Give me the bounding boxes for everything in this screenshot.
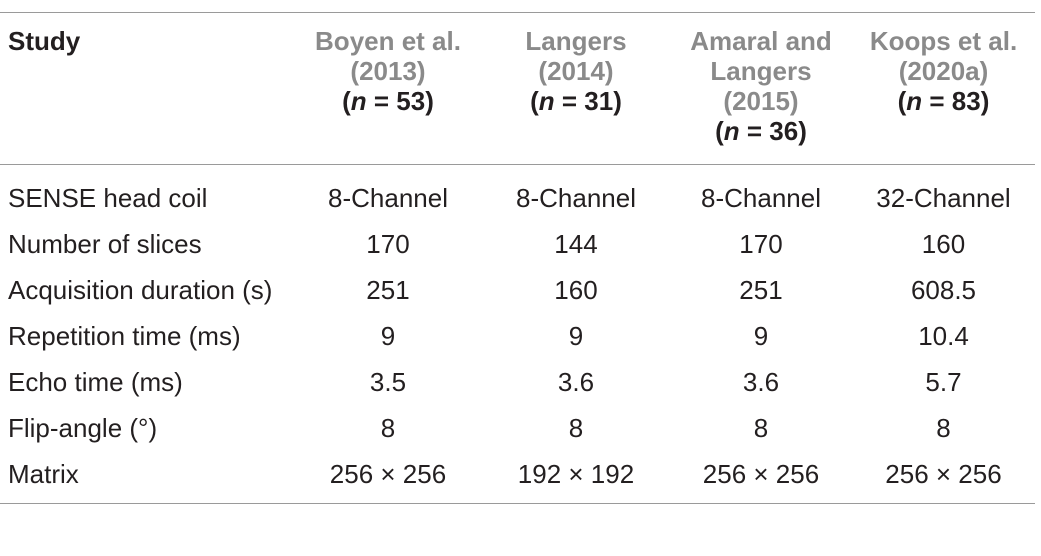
citation-line: Amaral and <box>690 26 832 56</box>
table-cell: 8-Channel <box>516 183 636 213</box>
n-symbol: n <box>723 116 740 146</box>
table-cell: 9 <box>568 321 584 351</box>
citation-line: (2013) <box>350 56 426 86</box>
n-symbol: n <box>906 86 923 116</box>
header-row: Study Boyen et al. (2013) (n = 53) Lange… <box>0 12 1035 165</box>
citation-line: (2014) <box>538 56 614 86</box>
n-value: 36 <box>769 116 799 146</box>
n-equals: = <box>554 86 585 116</box>
citation-line: Boyen et al. <box>315 26 461 56</box>
citation-line: Langers <box>710 56 812 86</box>
table-cell: 170 <box>739 229 783 259</box>
n-symbol: n <box>538 86 555 116</box>
table-row: Echo time (ms) 3.5 3.6 3.6 5.7 <box>0 359 1035 405</box>
table-cell: 192 × 192 <box>517 459 635 489</box>
table-cell: 5.7 <box>925 367 962 397</box>
table-row: Flip-angle (°) 8 8 8 8 <box>0 405 1035 451</box>
table-cell: 170 <box>366 229 410 259</box>
n-value: 83 <box>951 86 981 116</box>
citation-line: (2020a) <box>898 56 989 86</box>
n-equals: = <box>366 86 397 116</box>
table-row: Matrix 256 × 256 192 × 192 256 × 256 256… <box>0 451 1035 503</box>
table-cell: 160 <box>554 275 598 305</box>
citation-line: Koops et al. <box>869 26 1018 56</box>
column-header: Langers (2014) (n = 31) <box>482 12 670 165</box>
n-equals: = <box>739 116 770 146</box>
table-cell: 3.5 <box>369 367 407 397</box>
bottom-rule <box>0 503 1035 504</box>
row-label: Echo time (ms) <box>8 367 183 397</box>
row-label: Number of slices <box>8 229 202 259</box>
table-body: SENSE head coil 8-Channel 8-Channel 8-Ch… <box>0 165 1035 504</box>
table-cell: 8 <box>936 413 951 443</box>
row-label: Flip-angle (°) <box>8 413 158 443</box>
row-label: SENSE head coil <box>8 183 208 213</box>
n-value: 31 <box>584 86 614 116</box>
n-value: 53 <box>396 86 426 116</box>
sample-size: (n = 36) <box>715 116 807 146</box>
study-header: Study <box>8 26 81 56</box>
table-cell: 8-Channel <box>328 183 448 213</box>
citation-line: (2015) <box>723 86 799 116</box>
top-rule <box>0 12 1035 13</box>
row-label: Matrix <box>8 459 79 489</box>
sample-size: (n = 83) <box>897 86 990 116</box>
table-cell: 3.6 <box>557 367 595 397</box>
sample-size: (n = 31) <box>530 86 622 116</box>
table-row: SENSE head coil 8-Channel 8-Channel 8-Ch… <box>0 165 1035 222</box>
table-row: Number of slices 170 144 170 160 <box>0 221 1035 267</box>
citation-line: Langers <box>525 26 627 56</box>
column-header: Koops et al. (2020a) (n = 83) <box>852 12 1035 165</box>
table-cell: 144 <box>554 229 598 259</box>
table-cell: 256 × 256 <box>329 459 447 489</box>
table-row: Acquisition duration (s) 251 160 251 608… <box>0 267 1035 313</box>
table-cell: 8-Channel <box>701 183 821 213</box>
table-cell: 8 <box>568 413 584 443</box>
sample-size: (n = 53) <box>342 86 434 116</box>
table-header: Study Boyen et al. (2013) (n = 53) Lange… <box>0 12 1035 165</box>
n-equals: = <box>922 86 952 116</box>
table-cell: 10.4 <box>918 321 969 351</box>
table-cell: 256 × 256 <box>885 459 1002 489</box>
table-row: Repetition time (ms) 9 9 9 10.4 <box>0 313 1035 359</box>
column-header: Amaral and Langers (2015) (n = 36) <box>670 12 852 165</box>
table-cell: 256 × 256 <box>702 459 820 489</box>
table-cell: 251 <box>739 275 783 305</box>
row-label: Repetition time (ms) <box>8 321 241 351</box>
table-cell: 8 <box>753 413 769 443</box>
table-cell: 251 <box>366 275 410 305</box>
table-cell: 8 <box>380 413 396 443</box>
table-cell: 9 <box>753 321 769 351</box>
row-label: Acquisition duration (s) <box>8 275 273 305</box>
column-header: Boyen et al. (2013) (n = 53) <box>294 12 482 165</box>
mri-parameters-table: Study Boyen et al. (2013) (n = 53) Lange… <box>0 12 1035 503</box>
table-cell: 160 <box>921 229 966 259</box>
table-cell: 3.6 <box>742 367 780 397</box>
table-cell: 9 <box>380 321 396 351</box>
table-cell: 32-Channel <box>876 183 1011 213</box>
table-cell: 608.5 <box>910 275 977 305</box>
n-symbol: n <box>350 86 367 116</box>
